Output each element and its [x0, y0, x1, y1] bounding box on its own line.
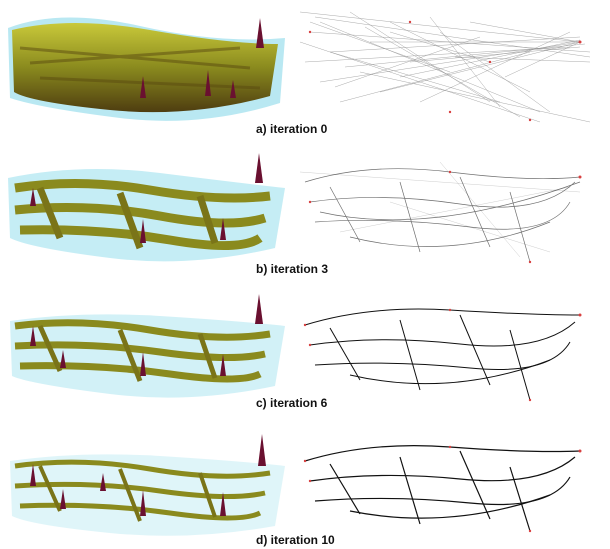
panel-row-c: c) iteration 6 [0, 278, 610, 413]
panel-row-d: d) iteration 10 [0, 413, 610, 549]
graph-drawing-iteration-6 [290, 280, 610, 408]
graph-drawing-iteration-3 [290, 142, 610, 272]
density-surface-iteration-6 [0, 286, 290, 408]
panel-row-b: b) iteration 3 [0, 138, 610, 278]
caption-d: d) iteration 10 [256, 533, 335, 547]
graph-drawing-iteration-10 [290, 419, 610, 537]
density-surface-iteration-0 [0, 8, 290, 133]
graph-drawing-iteration-0 [290, 2, 610, 130]
caption-b: b) iteration 3 [256, 262, 329, 276]
density-surface-iteration-3 [0, 148, 290, 273]
caption-c: c) iteration 6 [256, 396, 328, 410]
panel-row-a: a) iteration 0 [0, 0, 610, 138]
caption-a: a) iteration 0 [256, 122, 328, 136]
density-surface-iteration-10 [0, 421, 290, 546]
